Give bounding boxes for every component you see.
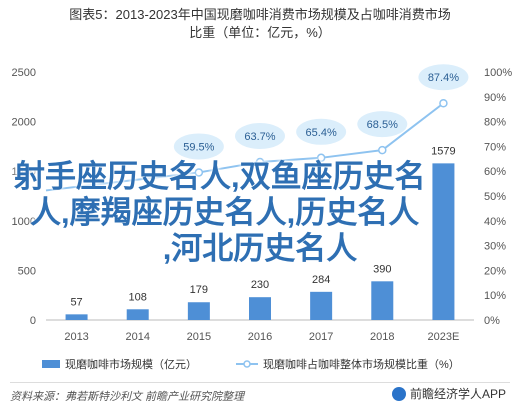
bar-data-label: 390 <box>373 263 391 275</box>
y-right-tick-label: 10% <box>484 290 506 302</box>
chart-title-line1: 图表5：2013-2023年中国现磨咖啡消费市场规模及占咖啡消费市场 <box>69 7 451 22</box>
x-tick-label: 2015 <box>187 331 211 343</box>
chart-title: 图表5：2013-2023年中国现磨咖啡消费市场规模及占咖啡消费市场 比重（单位… <box>0 6 520 42</box>
brand-mark: 前瞻经济学人APP <box>391 385 506 402</box>
ratio-label-bubble <box>296 118 347 145</box>
y-right-tick-label: 50% <box>484 191 506 203</box>
bar-data-label: 179 <box>190 284 208 296</box>
x-tick-label: 2017 <box>309 331 333 343</box>
y-right-tick-label: 100% <box>484 67 512 79</box>
bar <box>249 297 271 320</box>
bar <box>310 291 333 320</box>
y-left-tick-label: 500 <box>18 265 36 277</box>
x-tick-label: 2018 <box>370 331 394 343</box>
legend-bar-swatch <box>42 360 60 368</box>
chart-legend: 现磨咖啡市场规模（亿元） 现磨咖啡占咖啡整体市场规模比重（%） <box>0 356 520 372</box>
ratio-label-bubble <box>173 133 224 160</box>
y-right-tick-label: 30% <box>484 241 506 253</box>
bar-data-label: 1579 <box>431 145 455 157</box>
ratio-point <box>316 153 326 163</box>
ratio-point <box>439 98 448 108</box>
y-right-tick-label: 60% <box>484 166 506 178</box>
legend-bars-label: 现磨咖啡市场规模（亿元） <box>65 359 197 371</box>
bar <box>126 309 149 320</box>
footer-divider <box>10 382 510 383</box>
ratio-data-label: 65.4% <box>306 127 337 139</box>
y-right-tick-label: 70% <box>484 141 506 153</box>
bar-data-label: 284 <box>312 274 330 286</box>
ratio-point <box>255 157 265 167</box>
legend-item-bars: 现磨咖啡市场规模（亿元） <box>42 356 197 372</box>
y-right-tick-label: 90% <box>484 92 506 104</box>
y-left-tick-label: 0 <box>30 315 36 327</box>
ratio-line-lead <box>45 171 199 192</box>
x-tick-label: 2014 <box>125 331 149 343</box>
y-right-tick-label: 20% <box>484 265 506 277</box>
ratio-data-label: 63.7% <box>244 131 275 143</box>
legend-item-line: 现磨咖啡占咖啡整体市场规模比重（%） <box>236 356 460 372</box>
y-left-tick-label: 2000 <box>12 117 36 129</box>
ratio-data-label: 59.5% <box>183 141 214 153</box>
bar <box>187 302 210 320</box>
legend-line-label: 现磨咖啡占咖啡整体市场规模比重（%） <box>263 359 460 371</box>
source-note: 资料来源：弗若斯特沙利文 前瞻产业研究院整理 <box>10 391 245 403</box>
brand-logo-icon <box>391 386 406 401</box>
bar-data-label: 108 <box>129 291 147 303</box>
ratio-point <box>378 145 387 155</box>
ratio-label-bubble <box>418 64 469 91</box>
legend-line-swatch <box>236 360 258 368</box>
bar <box>65 314 88 320</box>
bar-data-label: 57 <box>70 296 82 308</box>
bar <box>432 163 455 320</box>
ratio-data-label: 68.5% <box>367 119 398 131</box>
y-left-tick-label: 1500 <box>12 166 36 178</box>
x-tick-label: 2016 <box>248 331 272 343</box>
bar <box>371 281 394 320</box>
chart-title-line2: 比重（单位：亿元，%） <box>189 25 331 40</box>
bar-data-label: 230 <box>251 279 269 291</box>
y-left-tick-label: 2500 <box>12 67 36 79</box>
x-tick-label: 2023E <box>428 331 460 343</box>
y-left-tick-label: 1000 <box>12 216 36 228</box>
ratio-data-label: 87.4% <box>428 72 459 84</box>
y-right-tick-label: 0% <box>484 315 500 327</box>
ratio-label-bubble <box>235 123 285 150</box>
x-tick-label: 2013 <box>64 331 88 343</box>
y-right-tick-label: 40% <box>484 216 506 228</box>
ratio-point <box>194 168 204 177</box>
brand-name: 前瞻经济学人APP <box>409 387 506 401</box>
ratio-label-bubble <box>357 111 408 138</box>
chart-footer: 资料来源：弗若斯特沙利文 前瞻产业研究院整理 前瞻经济学人APP <box>0 385 520 411</box>
y-right-tick-label: 80% <box>484 117 506 129</box>
